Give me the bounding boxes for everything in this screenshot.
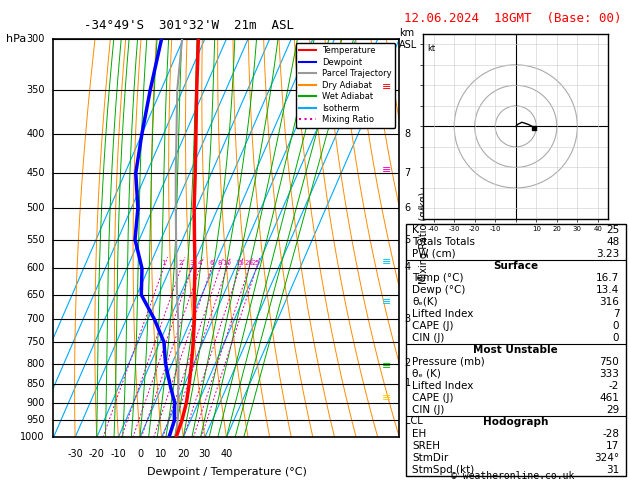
Text: 2: 2 bbox=[404, 358, 411, 368]
Text: Surface: Surface bbox=[493, 260, 538, 271]
Text: 25: 25 bbox=[606, 225, 619, 235]
Text: θₑ (K): θₑ (K) bbox=[413, 369, 441, 379]
Text: 31: 31 bbox=[606, 465, 619, 475]
Text: SREH: SREH bbox=[413, 441, 440, 451]
Text: EH: EH bbox=[413, 429, 426, 439]
Text: 6: 6 bbox=[404, 203, 411, 213]
Text: 700: 700 bbox=[26, 314, 45, 324]
Text: 30: 30 bbox=[199, 450, 211, 459]
Text: 7: 7 bbox=[404, 168, 411, 178]
Text: 5: 5 bbox=[404, 235, 411, 244]
Text: PW (cm): PW (cm) bbox=[413, 249, 456, 259]
Text: 25: 25 bbox=[252, 260, 260, 266]
Text: -34°49'S  301°32'W  21m  ASL: -34°49'S 301°32'W 21m ASL bbox=[84, 19, 294, 32]
Text: 0: 0 bbox=[613, 321, 619, 331]
Text: Temp (°C): Temp (°C) bbox=[413, 273, 464, 283]
Text: 4: 4 bbox=[198, 260, 202, 266]
Text: 0: 0 bbox=[613, 333, 619, 343]
Text: 550: 550 bbox=[26, 235, 45, 244]
Text: 400: 400 bbox=[26, 129, 45, 139]
Text: 350: 350 bbox=[26, 85, 45, 95]
Text: hPa: hPa bbox=[6, 34, 26, 44]
Text: km
ASL: km ASL bbox=[399, 28, 418, 50]
Text: Lifted Index: Lifted Index bbox=[413, 381, 474, 391]
Text: 3.23: 3.23 bbox=[596, 249, 619, 259]
Text: 333: 333 bbox=[599, 369, 619, 379]
Text: Totals Totals: Totals Totals bbox=[413, 237, 476, 246]
Text: 800: 800 bbox=[26, 359, 45, 368]
Text: 7: 7 bbox=[613, 309, 619, 319]
Text: 900: 900 bbox=[26, 398, 45, 408]
Text: 10: 10 bbox=[155, 450, 168, 459]
Text: kt: kt bbox=[428, 44, 436, 53]
Text: Dewpoint / Temperature (°C): Dewpoint / Temperature (°C) bbox=[147, 468, 306, 477]
Text: 500: 500 bbox=[26, 203, 45, 213]
Text: 1: 1 bbox=[161, 260, 166, 266]
Text: Most Unstable: Most Unstable bbox=[474, 345, 558, 355]
Text: 12.06.2024  18GMT  (Base: 00): 12.06.2024 18GMT (Base: 00) bbox=[404, 12, 621, 25]
Text: -10: -10 bbox=[111, 450, 126, 459]
Text: CIN (J): CIN (J) bbox=[413, 333, 445, 343]
Text: LCL: LCL bbox=[404, 416, 422, 426]
Text: 3: 3 bbox=[189, 260, 194, 266]
Text: 20: 20 bbox=[245, 260, 253, 266]
Text: CAPE (J): CAPE (J) bbox=[413, 321, 454, 331]
Text: CAPE (J): CAPE (J) bbox=[413, 393, 454, 403]
Text: -20: -20 bbox=[89, 450, 104, 459]
Text: 40: 40 bbox=[220, 450, 233, 459]
Text: Lifted Index: Lifted Index bbox=[413, 309, 474, 319]
Text: 4: 4 bbox=[404, 262, 411, 272]
Text: 13.4: 13.4 bbox=[596, 285, 619, 295]
Text: θₑ(K): θₑ(K) bbox=[413, 297, 438, 307]
Text: 750: 750 bbox=[26, 337, 45, 347]
Text: 3: 3 bbox=[404, 314, 411, 324]
Text: © weatheronline.co.uk: © weatheronline.co.uk bbox=[451, 471, 574, 481]
Text: ≡: ≡ bbox=[382, 297, 391, 307]
Text: -28: -28 bbox=[602, 429, 619, 439]
Text: Hodograph: Hodograph bbox=[483, 417, 548, 427]
Legend: Temperature, Dewpoint, Parcel Trajectory, Dry Adiabat, Wet Adiabat, Isotherm, Mi: Temperature, Dewpoint, Parcel Trajectory… bbox=[296, 43, 395, 128]
Text: 650: 650 bbox=[26, 290, 45, 300]
Text: 10: 10 bbox=[222, 260, 231, 266]
Text: 750: 750 bbox=[599, 357, 619, 367]
Text: 20: 20 bbox=[177, 450, 189, 459]
Text: 850: 850 bbox=[26, 379, 45, 389]
Text: Mixing Ratio (g/kg): Mixing Ratio (g/kg) bbox=[419, 192, 428, 284]
Text: 0: 0 bbox=[137, 450, 143, 459]
Text: 16.7: 16.7 bbox=[596, 273, 619, 283]
Text: -30: -30 bbox=[67, 450, 83, 459]
Text: 324°: 324° bbox=[594, 453, 619, 463]
Text: 450: 450 bbox=[26, 168, 45, 178]
Text: -2: -2 bbox=[609, 381, 619, 391]
Text: K: K bbox=[413, 225, 419, 235]
Text: 2: 2 bbox=[179, 260, 183, 266]
Text: 600: 600 bbox=[26, 263, 45, 273]
Text: 8: 8 bbox=[404, 129, 411, 139]
Text: Dewp (°C): Dewp (°C) bbox=[413, 285, 465, 295]
Text: CIN (J): CIN (J) bbox=[413, 405, 445, 415]
Text: 300: 300 bbox=[26, 34, 45, 44]
Text: 17: 17 bbox=[606, 441, 619, 451]
Text: ≡: ≡ bbox=[382, 165, 391, 175]
Text: 48: 48 bbox=[606, 237, 619, 246]
Text: 950: 950 bbox=[26, 416, 45, 425]
Text: StmSpd (kt): StmSpd (kt) bbox=[413, 465, 474, 475]
Text: 29: 29 bbox=[606, 405, 619, 415]
Text: 6: 6 bbox=[209, 260, 214, 266]
Text: 316: 316 bbox=[599, 297, 619, 307]
Text: StmDir: StmDir bbox=[413, 453, 448, 463]
Text: ≡: ≡ bbox=[382, 361, 391, 371]
Text: 15: 15 bbox=[235, 260, 244, 266]
Text: ≡: ≡ bbox=[382, 393, 391, 402]
Text: 461: 461 bbox=[599, 393, 619, 403]
Text: 1000: 1000 bbox=[20, 433, 45, 442]
Text: 1: 1 bbox=[404, 378, 411, 388]
Text: 8: 8 bbox=[218, 260, 222, 266]
Text: ≡: ≡ bbox=[382, 257, 391, 267]
Text: Pressure (mb): Pressure (mb) bbox=[413, 357, 485, 367]
Text: ≡: ≡ bbox=[382, 82, 391, 92]
